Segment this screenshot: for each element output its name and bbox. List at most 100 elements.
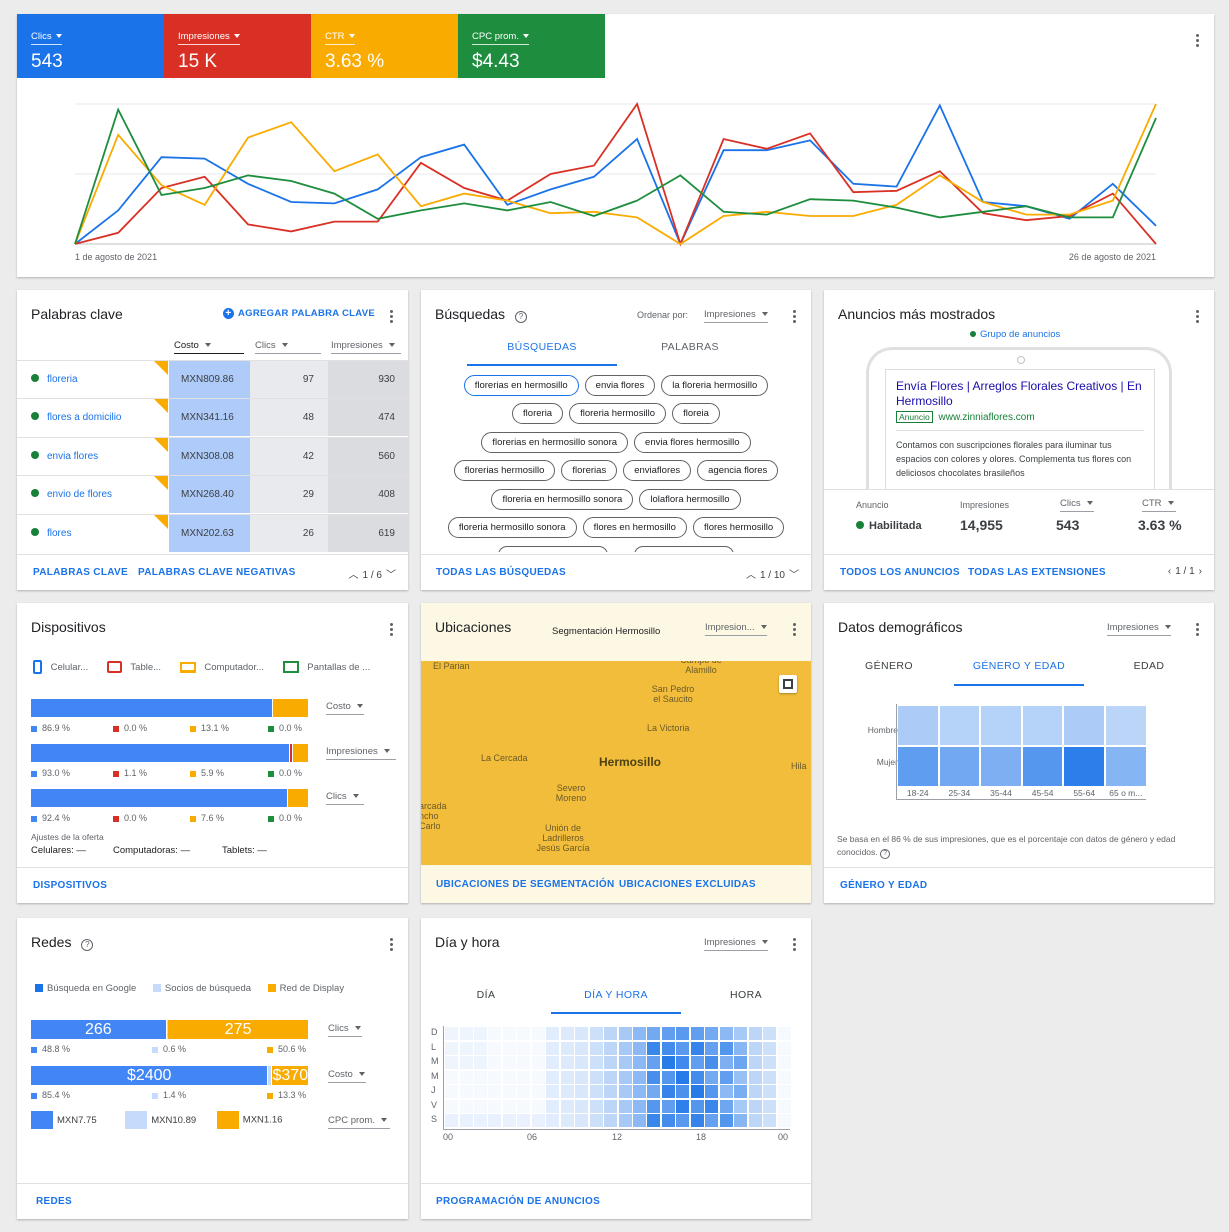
heatmap-cell[interactable] xyxy=(719,1041,733,1055)
heatmap-cell[interactable] xyxy=(633,1085,646,1098)
gender-age-link[interactable]: GÉNERO Y EDAD xyxy=(840,880,928,891)
chevron-up-icon[interactable]: ︿ xyxy=(745,570,756,581)
heatmap-cell[interactable] xyxy=(546,1114,560,1127)
heatmap-cell[interactable] xyxy=(705,1041,719,1055)
heatmap-cell[interactable] xyxy=(1022,706,1063,745)
search-chip[interactable]: flores hermosillo xyxy=(692,517,785,538)
heatmap-cell[interactable] xyxy=(589,1085,603,1098)
heatmap-cell[interactable] xyxy=(473,1070,487,1084)
tab-hour[interactable]: HORA xyxy=(730,989,762,1001)
heatmap-cell[interactable] xyxy=(777,1041,791,1055)
heatmap-cell[interactable] xyxy=(445,1041,458,1055)
column-cost-header[interactable]: Costo xyxy=(174,340,244,354)
location-map[interactable]: El Parian Campo de Alamillo San Pedro el… xyxy=(421,661,811,865)
device-metric-dropdown[interactable]: Impresiones xyxy=(326,746,396,760)
keyword-name[interactable]: flores a domicilio xyxy=(31,412,121,423)
heatmap-cell[interactable] xyxy=(748,1099,762,1113)
all-extensions-link[interactable]: TODAS LAS EXTENSIONES xyxy=(968,567,1106,578)
heatmap-cell[interactable] xyxy=(488,1070,502,1084)
more-options-icon[interactable] xyxy=(384,934,398,954)
heatmap-cell[interactable] xyxy=(1106,706,1146,745)
heatmap-cell[interactable] xyxy=(589,1114,603,1127)
tab-words[interactable]: PALABRAS xyxy=(661,341,719,353)
heatmap-cell[interactable] xyxy=(633,1099,646,1113)
heatmap-cell[interactable] xyxy=(459,1099,473,1113)
heatmap-cell[interactable] xyxy=(661,1114,675,1127)
more-options-icon[interactable] xyxy=(1190,306,1204,326)
heatmap-cell[interactable] xyxy=(531,1114,545,1127)
heatmap-cell[interactable] xyxy=(748,1027,762,1040)
help-icon[interactable]: ? xyxy=(81,939,94,951)
heatmap-cell[interactable] xyxy=(676,1085,690,1098)
heatmap-cell[interactable] xyxy=(763,1041,777,1055)
heatmap-cell[interactable] xyxy=(734,1099,748,1113)
search-chip[interactable]: florerias en hermosillo sonora xyxy=(481,432,629,453)
keyword-text[interactable]: flores xyxy=(47,527,72,539)
heatmap-cell[interactable] xyxy=(604,1070,617,1084)
heatmap-cell[interactable] xyxy=(473,1027,487,1040)
heatmap-cell[interactable] xyxy=(676,1099,690,1113)
search-chip[interactable]: envia flores xyxy=(584,375,656,396)
heatmap-cell[interactable] xyxy=(763,1056,777,1069)
heatmap-cell[interactable] xyxy=(589,1041,603,1055)
heatmap-cell[interactable] xyxy=(473,1085,487,1098)
metric-label[interactable]: CTR xyxy=(325,31,355,45)
heatmap-cell[interactable] xyxy=(589,1099,603,1113)
heatmap-cell[interactable] xyxy=(661,1070,675,1084)
heatmap-cell[interactable] xyxy=(459,1070,473,1084)
heatmap-cell[interactable] xyxy=(604,1027,617,1040)
heatmap-cell[interactable] xyxy=(719,1099,733,1113)
heatmap-cell[interactable] xyxy=(575,1070,589,1084)
heatmap-cell[interactable] xyxy=(488,1085,502,1098)
keywords-link[interactable]: PALABRAS CLAVE xyxy=(33,567,128,578)
heatmap-cell[interactable] xyxy=(1064,747,1104,786)
table-row[interactable]: flores a domicilio MXN341.16 48 474 xyxy=(17,398,409,437)
heatmap-cell[interactable] xyxy=(898,747,938,786)
heatmap-cell[interactable] xyxy=(690,1085,704,1098)
search-chip[interactable]: agencia flores xyxy=(697,460,779,481)
cpc-dropdown[interactable]: CPC prom. xyxy=(328,1115,390,1129)
heatmap-cell[interactable] xyxy=(690,1099,704,1113)
sort-dropdown[interactable]: Impresiones xyxy=(704,309,768,323)
heatmap-cell[interactable] xyxy=(473,1099,487,1113)
heatmap-cell[interactable] xyxy=(981,706,1021,745)
heatmap-cell[interactable] xyxy=(502,1041,516,1055)
heatmap-cell[interactable] xyxy=(473,1041,487,1055)
stat-ctr-dropdown[interactable]: CTR xyxy=(1142,498,1176,512)
heatmap-cell[interactable] xyxy=(604,1114,617,1127)
more-options-icon[interactable] xyxy=(1190,619,1204,639)
heatmap-cell[interactable] xyxy=(575,1041,589,1055)
heatmap-cell[interactable] xyxy=(546,1056,560,1069)
heatmap-cell[interactable] xyxy=(517,1099,531,1113)
search-chip[interactable]: la floreria hermosillo xyxy=(661,375,769,396)
heatmap-cell[interactable] xyxy=(445,1070,458,1084)
search-chip[interactable]: envia flores hermosillo xyxy=(634,432,751,453)
heatmap-cell[interactable] xyxy=(661,1056,675,1069)
heatmap-cell[interactable] xyxy=(546,1027,560,1040)
heatmap-cell[interactable] xyxy=(445,1114,458,1127)
heatmap-cell[interactable] xyxy=(734,1056,748,1069)
heatmap-cell[interactable] xyxy=(633,1056,646,1069)
heatmap-cell[interactable] xyxy=(676,1027,690,1040)
search-chip[interactable]: florerias xyxy=(561,460,618,481)
heatmap-cell[interactable] xyxy=(546,1041,560,1055)
table-row[interactable]: floreria MXN809.86 97 930 xyxy=(17,360,409,398)
ad-schedule-link[interactable]: PROGRAMACIÓN DE ANUNCIOS xyxy=(436,1196,601,1207)
heatmap-cell[interactable] xyxy=(705,1099,719,1113)
metric-clicks[interactable]: Clics 543 xyxy=(17,14,164,78)
heatmap-cell[interactable] xyxy=(618,1114,632,1127)
chevron-up-icon[interactable]: ︿ xyxy=(348,570,359,581)
networks-link[interactable]: REDES xyxy=(36,1196,72,1207)
heatmap-cell[interactable] xyxy=(618,1027,632,1040)
heatmap-cell[interactable] xyxy=(560,1070,574,1084)
heatmap-cell[interactable] xyxy=(939,706,980,745)
heatmap-cell[interactable] xyxy=(898,706,938,745)
table-row[interactable]: envio de flores MXN268.40 29 408 xyxy=(17,475,409,514)
heatmap-cell[interactable] xyxy=(546,1070,560,1084)
keyword-name[interactable]: flores xyxy=(31,527,72,539)
metric-dropdown[interactable]: Impresiones xyxy=(1107,622,1171,636)
device-metric-dropdown[interactable]: Clics xyxy=(326,791,364,805)
chevron-left-icon[interactable]: ‹ xyxy=(1167,566,1172,577)
heatmap-cell[interactable] xyxy=(459,1056,473,1069)
heatmap-cell[interactable] xyxy=(517,1041,531,1055)
